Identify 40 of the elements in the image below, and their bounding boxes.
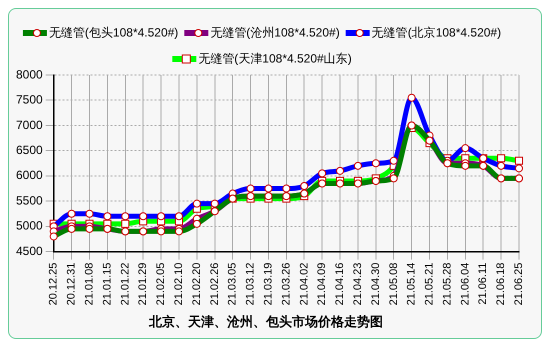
x-tick-label: 21.03.19 [262, 262, 274, 306]
x-tick-label: 20.12.31 [66, 262, 78, 306]
x-tick-label: 21.02.10 [173, 262, 185, 306]
x-tick-label: 21.05.08 [388, 262, 400, 306]
x-tick-label: 21.02.20 [190, 262, 203, 306]
x-tick-label: 21.03.05 [226, 262, 239, 306]
x-tick-label: 21.04.30 [370, 262, 382, 306]
y-tick-label: 8000 [16, 67, 44, 82]
y-tick-label: 6500 [16, 142, 44, 157]
x-tick-label: 21.01.22 [119, 262, 132, 306]
x-tick-label: 21.06.11 [477, 262, 490, 305]
y-tick-label: 4500 [16, 244, 44, 258]
text: 北京、天津、沧州、包头市场价格走势图 [148, 314, 383, 329]
legend-label: 无缝管(天津108*4.520#山东) [198, 51, 352, 66]
y-tick-label: 7000 [16, 118, 44, 132]
x-tick-label: 21.04.02 [298, 262, 310, 306]
x-tick-label: 21.02.26 [208, 262, 221, 306]
x-tick-label: 21.05.14 [406, 262, 418, 306]
y-tick-label: 5000 [16, 218, 44, 233]
legend-label: 无缝管(北京108*4.520#) [372, 25, 502, 40]
y-tick-label: 6000 [16, 168, 44, 182]
x-tick-label: 21.06.04 [459, 262, 472, 306]
x-tick-label: 21.03.12 [244, 262, 257, 306]
x-tick-label: 21.05.28 [441, 262, 454, 306]
x-tick-label: 21.04.16 [334, 262, 346, 306]
x-tick-label: 21.05.21 [424, 262, 436, 306]
x-tick-label: 21.03.26 [280, 262, 292, 306]
legend-label: 无缝管(沧州108*4.520#) [210, 25, 340, 40]
x-tick-label: 21.01.15 [101, 262, 114, 306]
x-tick-label: 21.06.18 [495, 262, 508, 306]
x-tick-label: 21.01.29 [137, 262, 150, 306]
y-tick-label: 5500 [16, 193, 44, 208]
x-tick-label: 21.04.09 [316, 262, 328, 306]
x-tick-label: 20.12.25 [48, 262, 60, 306]
x-tick-label: 21.04.23 [352, 262, 364, 306]
y-tick-label: 7500 [16, 92, 44, 107]
x-tick-label: 21.02.05 [155, 262, 168, 306]
x-tick-label: 21.06.25 [513, 262, 526, 306]
x-tick-label: 21.01.08 [84, 262, 96, 306]
legend-label: 无缝管(包头108*4.520#) [48, 25, 178, 40]
